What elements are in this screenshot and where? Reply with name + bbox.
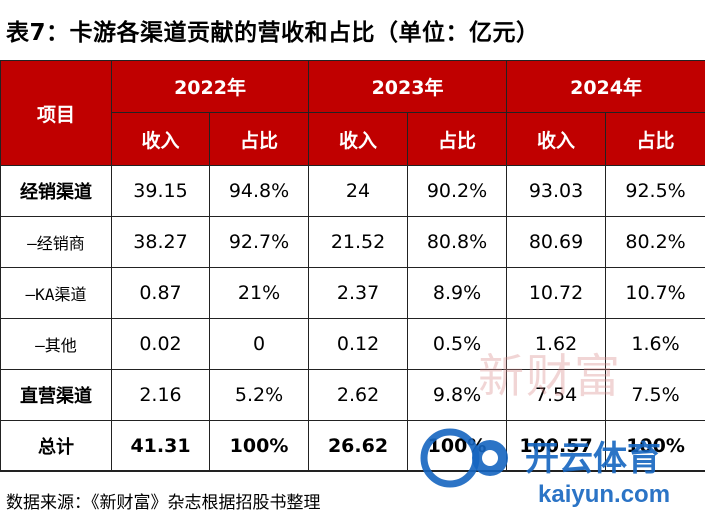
table-cell: 0.02 [111, 318, 210, 370]
table-cell: 2.37 [308, 267, 409, 319]
table-cell: 92.7% [208, 216, 310, 268]
table-cell: 80.69 [506, 216, 607, 268]
table-cell: 21% [208, 267, 310, 319]
table-row: —KA渠道 0.87 21% 2.37 8.9% 10.72 10.7% [0, 267, 705, 319]
row-label: —其他 [0, 318, 112, 370]
table-cell: 80.8% [407, 216, 508, 268]
table-cell: 38.27 [111, 216, 210, 268]
table-cell: 100% [605, 420, 705, 472]
table-row: 直营渠道 2.16 5.2% 2.62 9.8% 7.54 7.5% [0, 369, 705, 421]
table-cell: 5.2% [208, 369, 310, 421]
table-cell: 80.2% [605, 216, 705, 268]
table-cell: 7.5% [605, 369, 705, 421]
table-cell: 0.87 [111, 267, 210, 319]
header-revenue-2022: 收入 [111, 112, 210, 166]
table-cell: 0.12 [308, 318, 409, 370]
table-cell: 100% [407, 420, 508, 472]
table-cell: 41.31 [111, 420, 210, 472]
table-cell: 100% [208, 420, 310, 472]
header-year-2022: 2022年 [110, 60, 310, 113]
row-label: 经销渠道 [0, 165, 112, 217]
table-cell: 26.62 [308, 420, 409, 472]
row-label: —经销商 [0, 216, 112, 268]
table-row: —经销商 38.27 92.7% 21.52 80.8% 80.69 80.2% [0, 216, 705, 268]
header-year-2023: 2023年 [308, 60, 508, 113]
header-revenue-2023: 收入 [308, 112, 409, 166]
table-title: 表7：卡游各渠道贡献的营收和占比（单位：亿元） [6, 20, 540, 46]
table-cell: 9.8% [407, 369, 508, 421]
table-cell: 2.16 [111, 369, 210, 421]
source-note: 数据来源：《新财富》杂志根据招股书整理 [0, 470, 705, 529]
table-cell: 1.6% [605, 318, 705, 370]
row-label: 直营渠道 [0, 369, 112, 421]
table-cell: 90.2% [407, 165, 508, 217]
table-cell: 1.62 [506, 318, 607, 370]
table-cell: 94.8% [208, 165, 310, 217]
table-cell: 100.57 [506, 420, 607, 472]
table-cell: 7.54 [506, 369, 607, 421]
table-cell: 93.03 [506, 165, 607, 217]
header-revenue-2024: 收入 [506, 112, 607, 166]
table-cell: 39.15 [111, 165, 210, 217]
table-row-total: 总计 41.31 100% 26.62 100% 100.57 100% [0, 420, 705, 472]
table-cell: 0.5% [407, 318, 508, 370]
header-row-metrics: 收入 占比 收入 占比 收入 占比 [1, 112, 705, 166]
table-cell: 10.72 [506, 267, 607, 319]
row-label: 总计 [0, 420, 112, 472]
table-cell: 92.5% [605, 165, 705, 217]
header-item: 项目 [0, 60, 112, 166]
revenue-table: 项目 2022年 2023年 2024年 收入 占比 收入 占比 收入 占比 经… [0, 60, 705, 472]
table-cell: 21.52 [308, 216, 409, 268]
table-cell: 24 [308, 165, 409, 217]
header-year-2024: 2024年 [506, 60, 705, 113]
table-cell: 10.7% [605, 267, 705, 319]
row-label: —KA渠道 [0, 267, 112, 319]
table-cell: 8.9% [407, 267, 508, 319]
header-row-years: 项目 2022年 2023年 2024年 [0, 60, 705, 166]
table-row: —其他 0.02 0 0.12 0.5% 1.62 1.6% [0, 318, 705, 370]
header-share-2024: 占比 [605, 112, 705, 166]
table-row: 经销渠道 39.15 94.8% 24 90.2% 93.03 92.5% [0, 165, 705, 217]
header-share-2022: 占比 [208, 112, 310, 166]
table-cell: 2.62 [308, 369, 409, 421]
table-cell: 0 [208, 318, 310, 370]
header-share-2023: 占比 [407, 112, 508, 166]
